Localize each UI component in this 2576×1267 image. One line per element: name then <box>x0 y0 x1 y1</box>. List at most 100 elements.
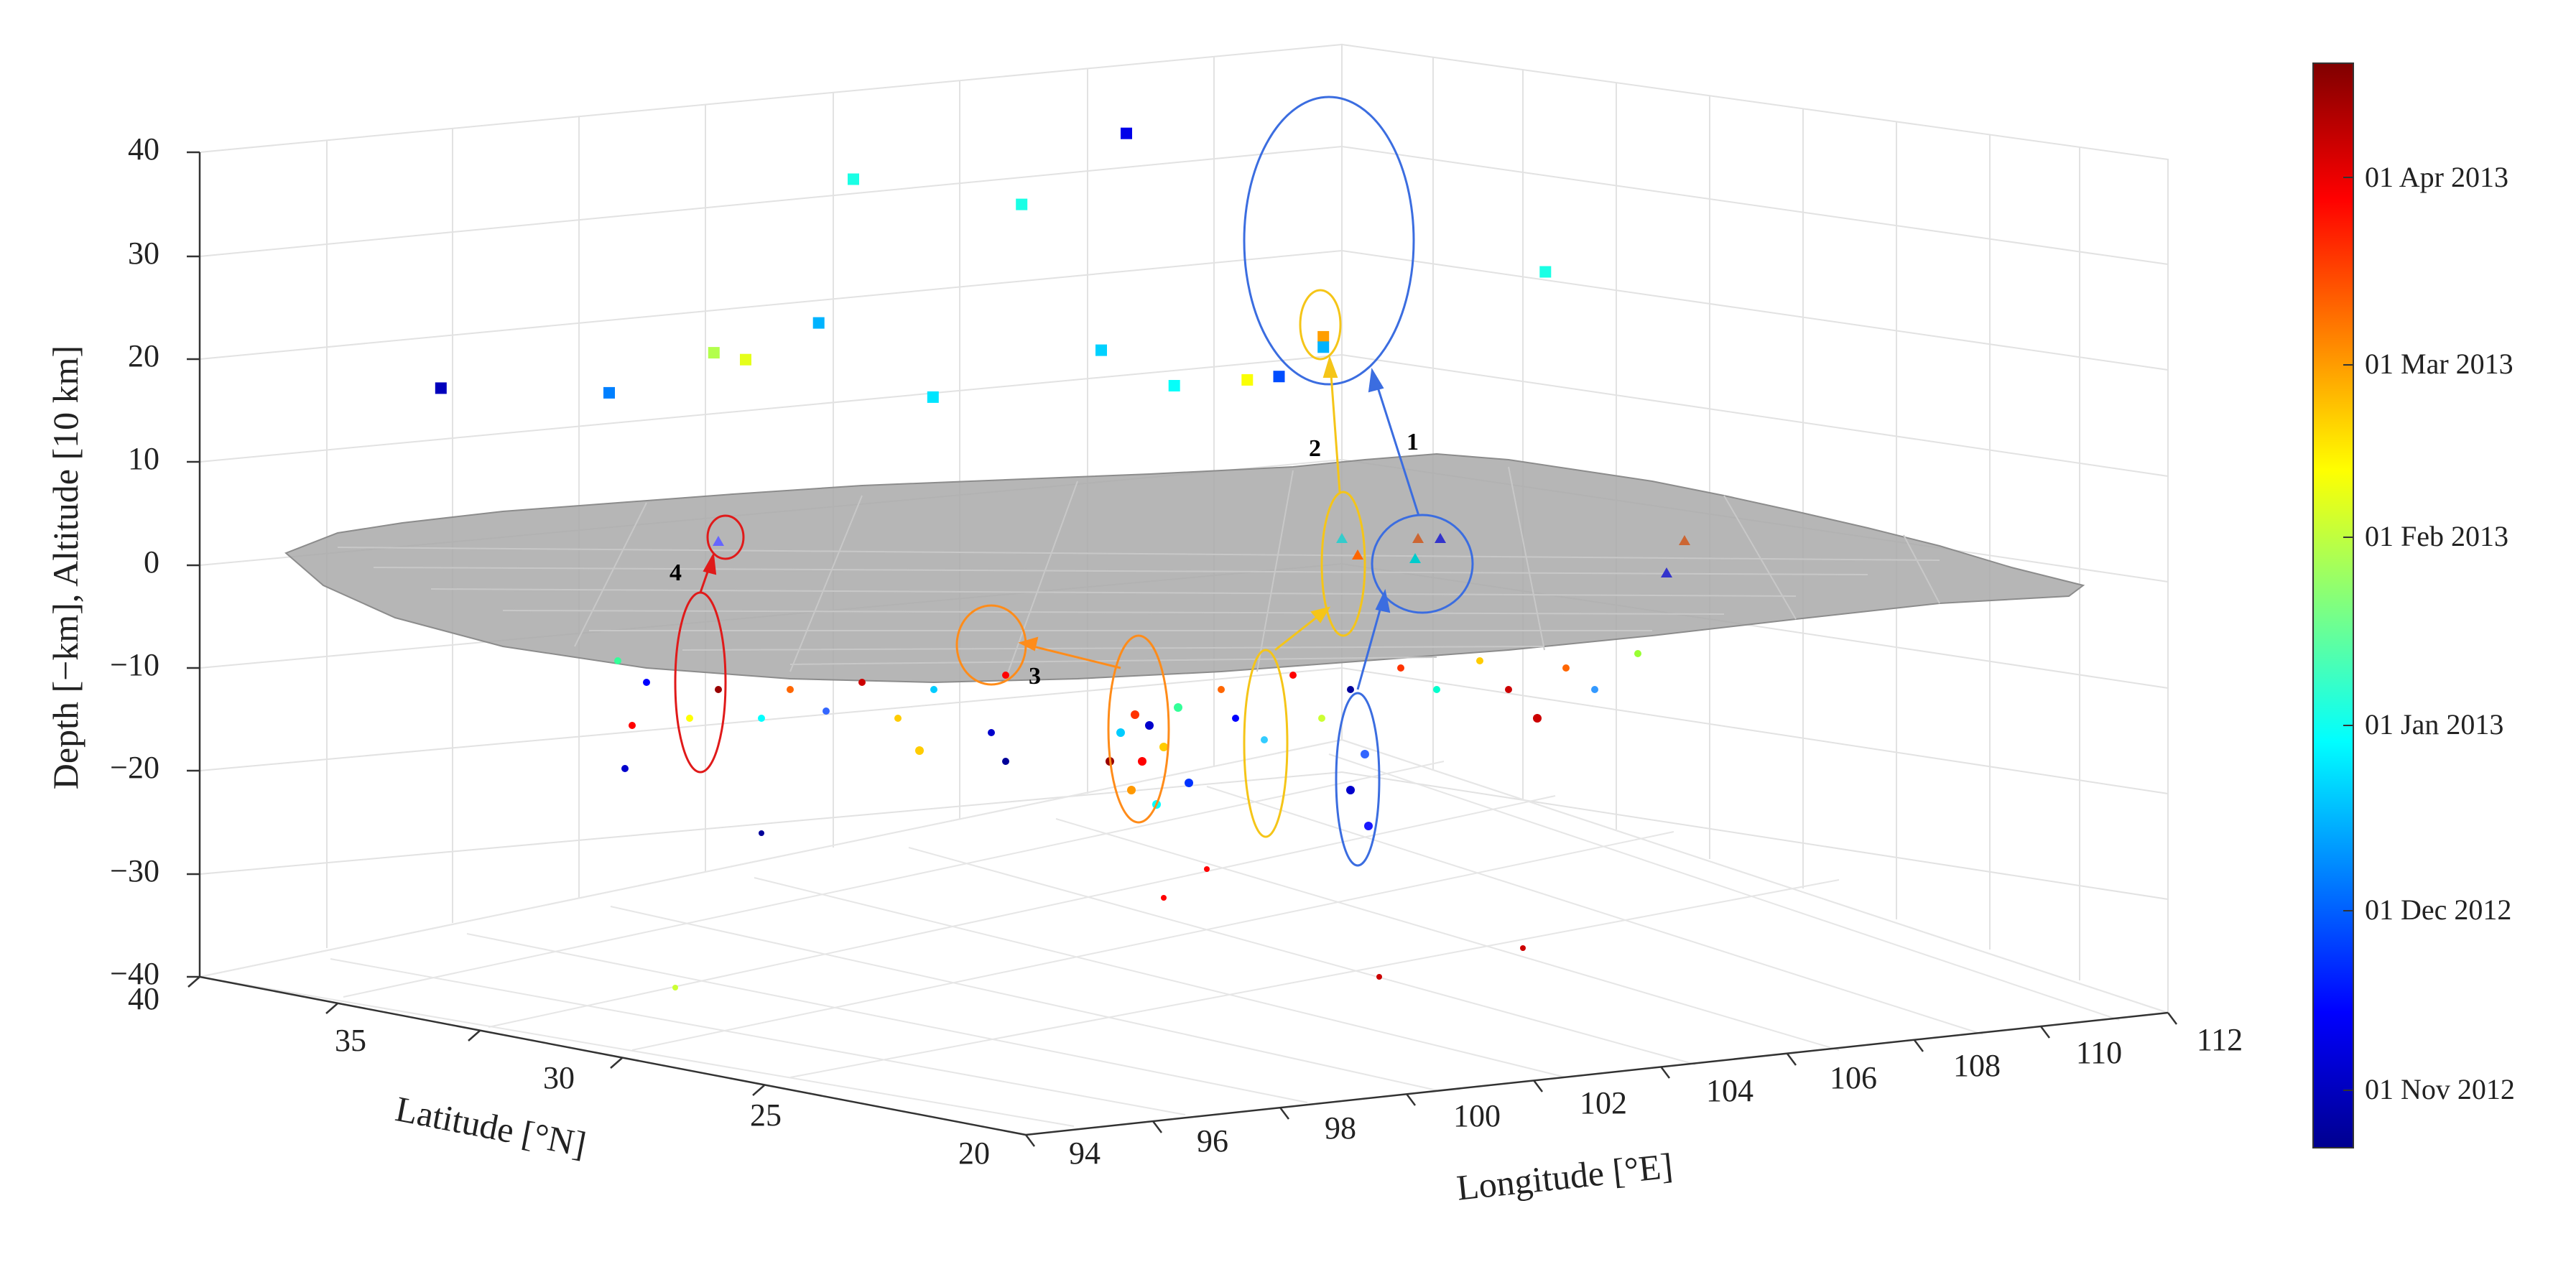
lon-tick-label: 110 <box>2076 1035 2122 1070</box>
event-dot <box>1505 686 1512 693</box>
event-dot <box>621 765 629 772</box>
event-cloud <box>614 650 1641 990</box>
ellipse-orange-lower <box>1107 634 1170 824</box>
colorbar-label: 01 Nov 2012 <box>2365 1073 2515 1105</box>
station-triangle <box>1661 567 1672 577</box>
station-triangle <box>713 536 724 546</box>
z-tick-label: −20 <box>110 750 159 785</box>
lon-axis-ticks: 94 96 98 100 102 104 106 108 110 112 <box>1025 1012 2243 1171</box>
arrow-2-lower-head <box>1310 606 1331 623</box>
lat-tick-label: 25 <box>750 1097 782 1133</box>
event-dot <box>1346 786 1355 794</box>
station-triangle <box>1352 549 1363 560</box>
lon-tick-label: 106 <box>1830 1060 1877 1095</box>
arrow-3-head <box>1018 636 1039 651</box>
lat-axis-label: Latitude [°N] <box>392 1088 589 1164</box>
event-dot <box>787 686 794 693</box>
station-triangle <box>1409 553 1421 563</box>
colorbar-label: 01 Apr 2013 <box>2365 161 2508 193</box>
event-dot <box>930 686 937 693</box>
colorbar-label: 01 Feb 2013 <box>2365 520 2508 552</box>
station-triangle <box>1336 533 1348 543</box>
altitude-marker <box>603 386 615 399</box>
lon-tick-label: 102 <box>1580 1085 1627 1120</box>
lon-tick-label: 108 <box>1953 1048 2001 1083</box>
event-dot <box>988 729 995 736</box>
lon-axis-label: Longitude [°E] <box>1455 1145 1674 1207</box>
ellipse-red-upper <box>706 514 745 560</box>
station-triangle <box>1435 533 1446 543</box>
altitude-marker <box>1168 380 1180 391</box>
altitude-marker <box>435 382 447 394</box>
event-dot <box>1159 743 1168 751</box>
event-dot <box>1002 672 1009 679</box>
ellipse-blue-upper <box>1243 96 1415 386</box>
altitude-marker <box>1273 371 1285 383</box>
topography-surface <box>284 452 2085 684</box>
event-dot <box>1232 715 1239 722</box>
z-tick-label: 20 <box>128 338 159 373</box>
event-dot <box>1361 750 1369 758</box>
event-dot <box>1116 728 1125 737</box>
lon-tick-label: 96 <box>1197 1123 1228 1159</box>
event-dot <box>672 985 678 990</box>
z-tick-label: −10 <box>110 647 159 682</box>
annotation-label-1: 1 <box>1407 429 1419 455</box>
event-dot <box>1145 721 1154 730</box>
lon-tick-label: 100 <box>1453 1098 1501 1133</box>
event-dot <box>1397 664 1404 672</box>
altitude-marker <box>740 353 751 366</box>
event-dot <box>614 657 621 664</box>
altitude-marker <box>1539 266 1552 278</box>
event-dot <box>1634 650 1641 657</box>
event-dot <box>1433 686 1440 693</box>
annotation-label-4: 4 <box>670 560 682 586</box>
event-dot <box>1533 714 1542 723</box>
z-tick-label: 10 <box>128 441 159 476</box>
surface-texture <box>337 466 1940 679</box>
z-tick-marks <box>187 151 200 978</box>
lat-tick-marks <box>187 976 765 1096</box>
z-tick-label: 40 <box>128 131 159 167</box>
altitude-marker <box>848 173 859 185</box>
colorbar-label: 01 Mar 2013 <box>2365 348 2514 380</box>
event-dot <box>1347 686 1354 693</box>
altitude-marker <box>1241 373 1254 386</box>
event-dot <box>1218 686 1225 693</box>
event-dot <box>1261 736 1268 743</box>
altitude-markers-layer <box>435 127 1552 403</box>
lon-tick-label: 104 <box>1706 1073 1753 1108</box>
arrow-1-upper-head <box>1368 368 1384 393</box>
z-tick-label: −30 <box>110 853 159 888</box>
event-dot <box>643 679 650 686</box>
colorbar-label: 01 Dec 2012 <box>2365 894 2511 926</box>
event-dot <box>758 715 765 722</box>
station-triangles <box>713 533 1690 577</box>
event-dot <box>1562 664 1570 672</box>
arrow-1-lower <box>1356 599 1384 690</box>
lon-axis-line <box>1025 1011 2169 1136</box>
lon-tick-marks <box>1025 1012 2177 1147</box>
event-dot <box>1127 786 1136 794</box>
arrow-2-upper-head <box>1322 355 1338 378</box>
altitude-marker <box>1317 330 1330 343</box>
ellipse-blue-mid <box>1371 514 1474 614</box>
z-tick-label: 0 <box>144 544 159 580</box>
colorbar: 01 Apr 2013 01 Mar 2013 01 Feb 2013 01 J… <box>2312 62 2515 1148</box>
event-dot <box>1520 945 1526 951</box>
z-axis-label: Depth [−km], Altitude [10 km] <box>45 345 85 789</box>
annotation-numbers: 1 2 3 4 <box>670 429 1419 690</box>
colorbar-gradient <box>2312 62 2354 1148</box>
event-dot <box>915 746 924 755</box>
event-dot <box>1591 686 1598 693</box>
event-dot <box>1318 715 1325 722</box>
lon-tick-label: 98 <box>1325 1110 1356 1146</box>
event-dot <box>715 686 722 693</box>
event-dot <box>1185 779 1193 787</box>
event-dot <box>1376 974 1382 980</box>
event-dot <box>1289 672 1297 679</box>
event-dot <box>894 715 902 722</box>
event-dot <box>858 679 866 686</box>
arrow-1-lower-head <box>1375 588 1391 613</box>
